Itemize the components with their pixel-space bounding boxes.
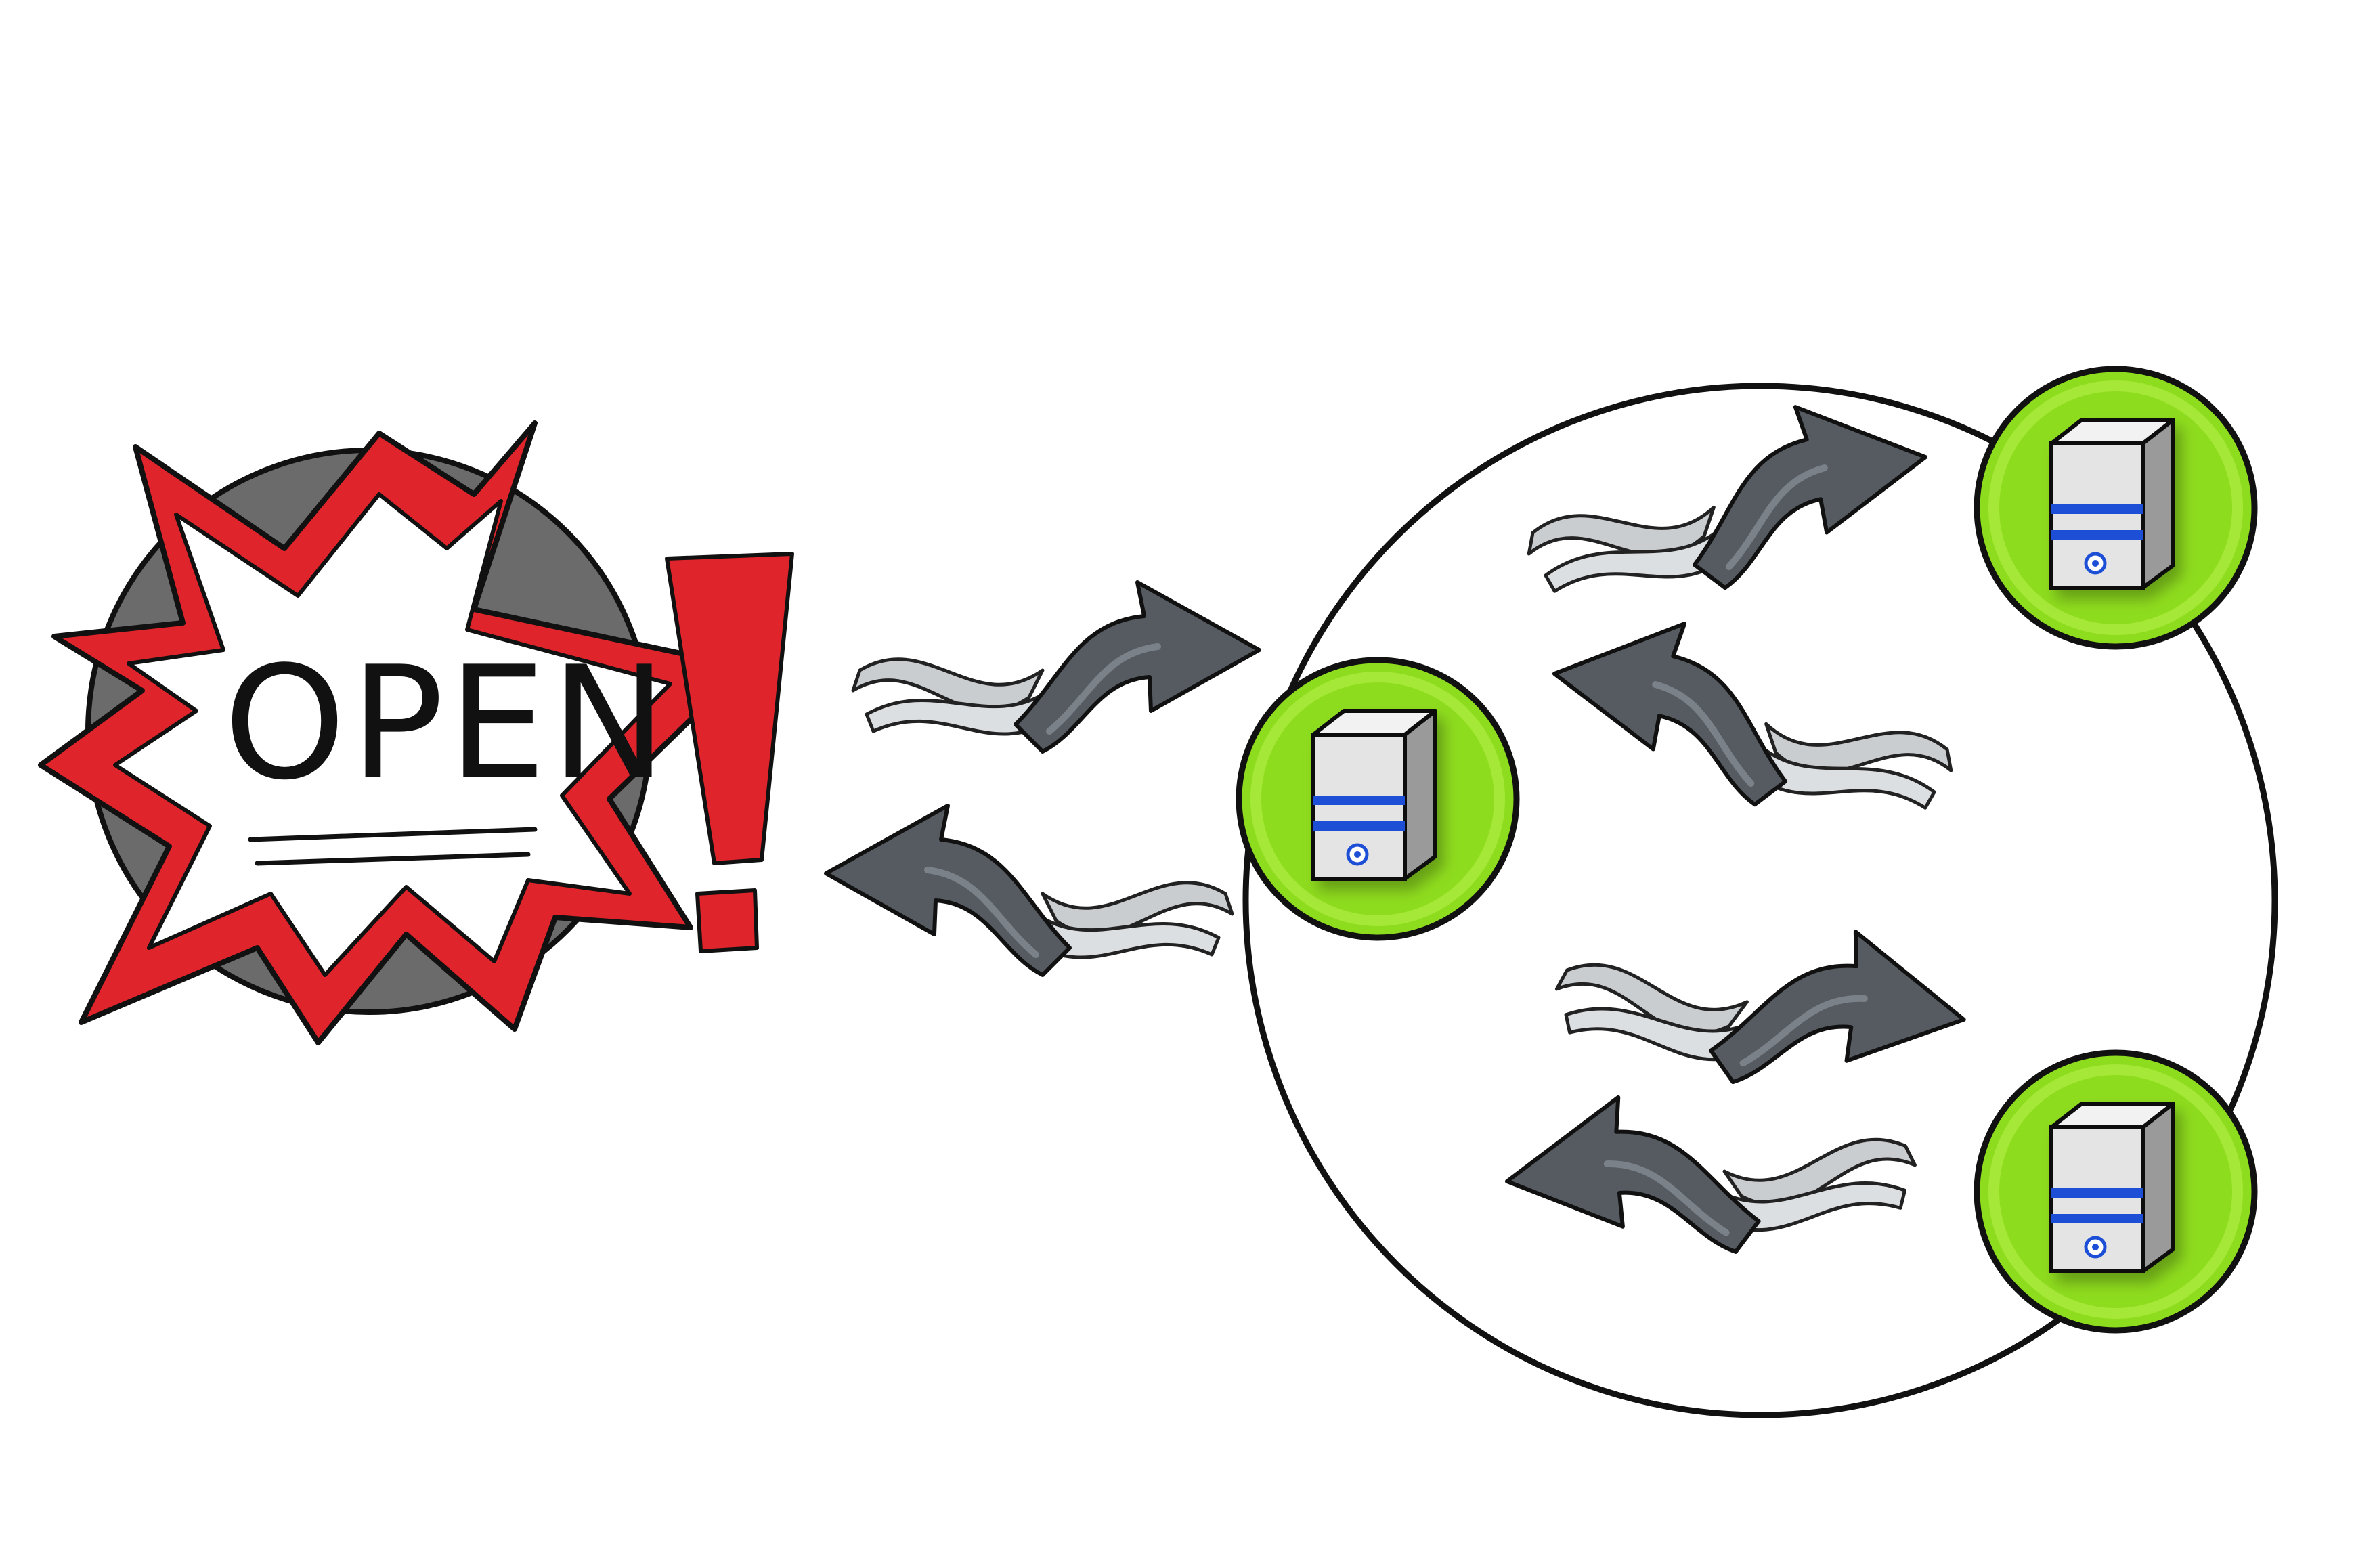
server-icon-upper: [1977, 369, 2254, 647]
exclamation-icon: [665, 552, 794, 865]
server-icon-entry: [1239, 660, 1517, 938]
open-underline: [248, 827, 538, 866]
arrow-from-server-icon: [826, 806, 1232, 975]
open-badge: OPEN: [38, 420, 794, 1045]
exchange-arrows-left: [826, 582, 1259, 975]
server-icon-lower: [1977, 1053, 2254, 1330]
open-label: OPEN: [223, 634, 671, 814]
burst-inner: [113, 492, 672, 977]
exclamation-dot: [695, 888, 759, 953]
arrow-to-server-icon: [853, 582, 1259, 752]
